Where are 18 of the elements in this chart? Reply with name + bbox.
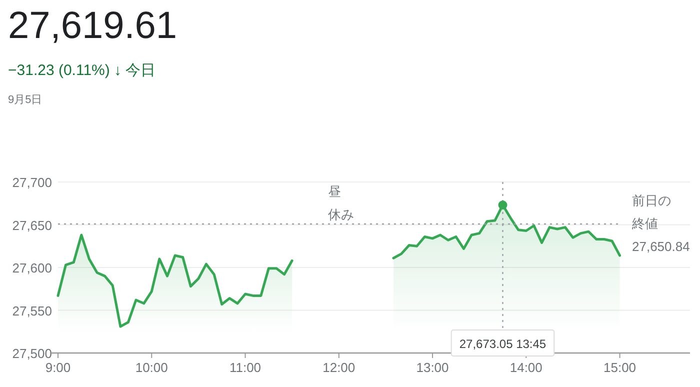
text: 9月5日 xyxy=(8,94,42,106)
y-tick-label: 27,600 xyxy=(12,260,52,276)
x-tick-label: 15:00 xyxy=(604,360,636,375)
x-tick-label: 13:00 xyxy=(416,360,449,375)
y-tick-label: 27,700 xyxy=(12,175,52,190)
ref-line-label: 前日の終値 27,650.84 xyxy=(631,193,690,254)
chart-title: 27,619.61 xyxy=(8,5,178,47)
x-tick-label: 9:00 xyxy=(45,360,71,375)
x-tick-label: 14:00 xyxy=(510,360,542,375)
annotation: 27,673.05 13:45 xyxy=(459,337,546,351)
x-tick-label: 10:00 xyxy=(135,360,168,375)
chart-subtitle: −31.23 (0.11%) ↓ 今日 xyxy=(8,62,156,79)
y-tick-label: 27,650 xyxy=(12,218,52,233)
annotation: 昼休み xyxy=(328,184,354,222)
x-tick-label: 12:00 xyxy=(322,360,356,375)
y-tick-label: 27,500 xyxy=(12,346,52,361)
x-tick-label: 11:00 xyxy=(229,360,262,375)
y-tick-label: 27,550 xyxy=(12,303,52,318)
